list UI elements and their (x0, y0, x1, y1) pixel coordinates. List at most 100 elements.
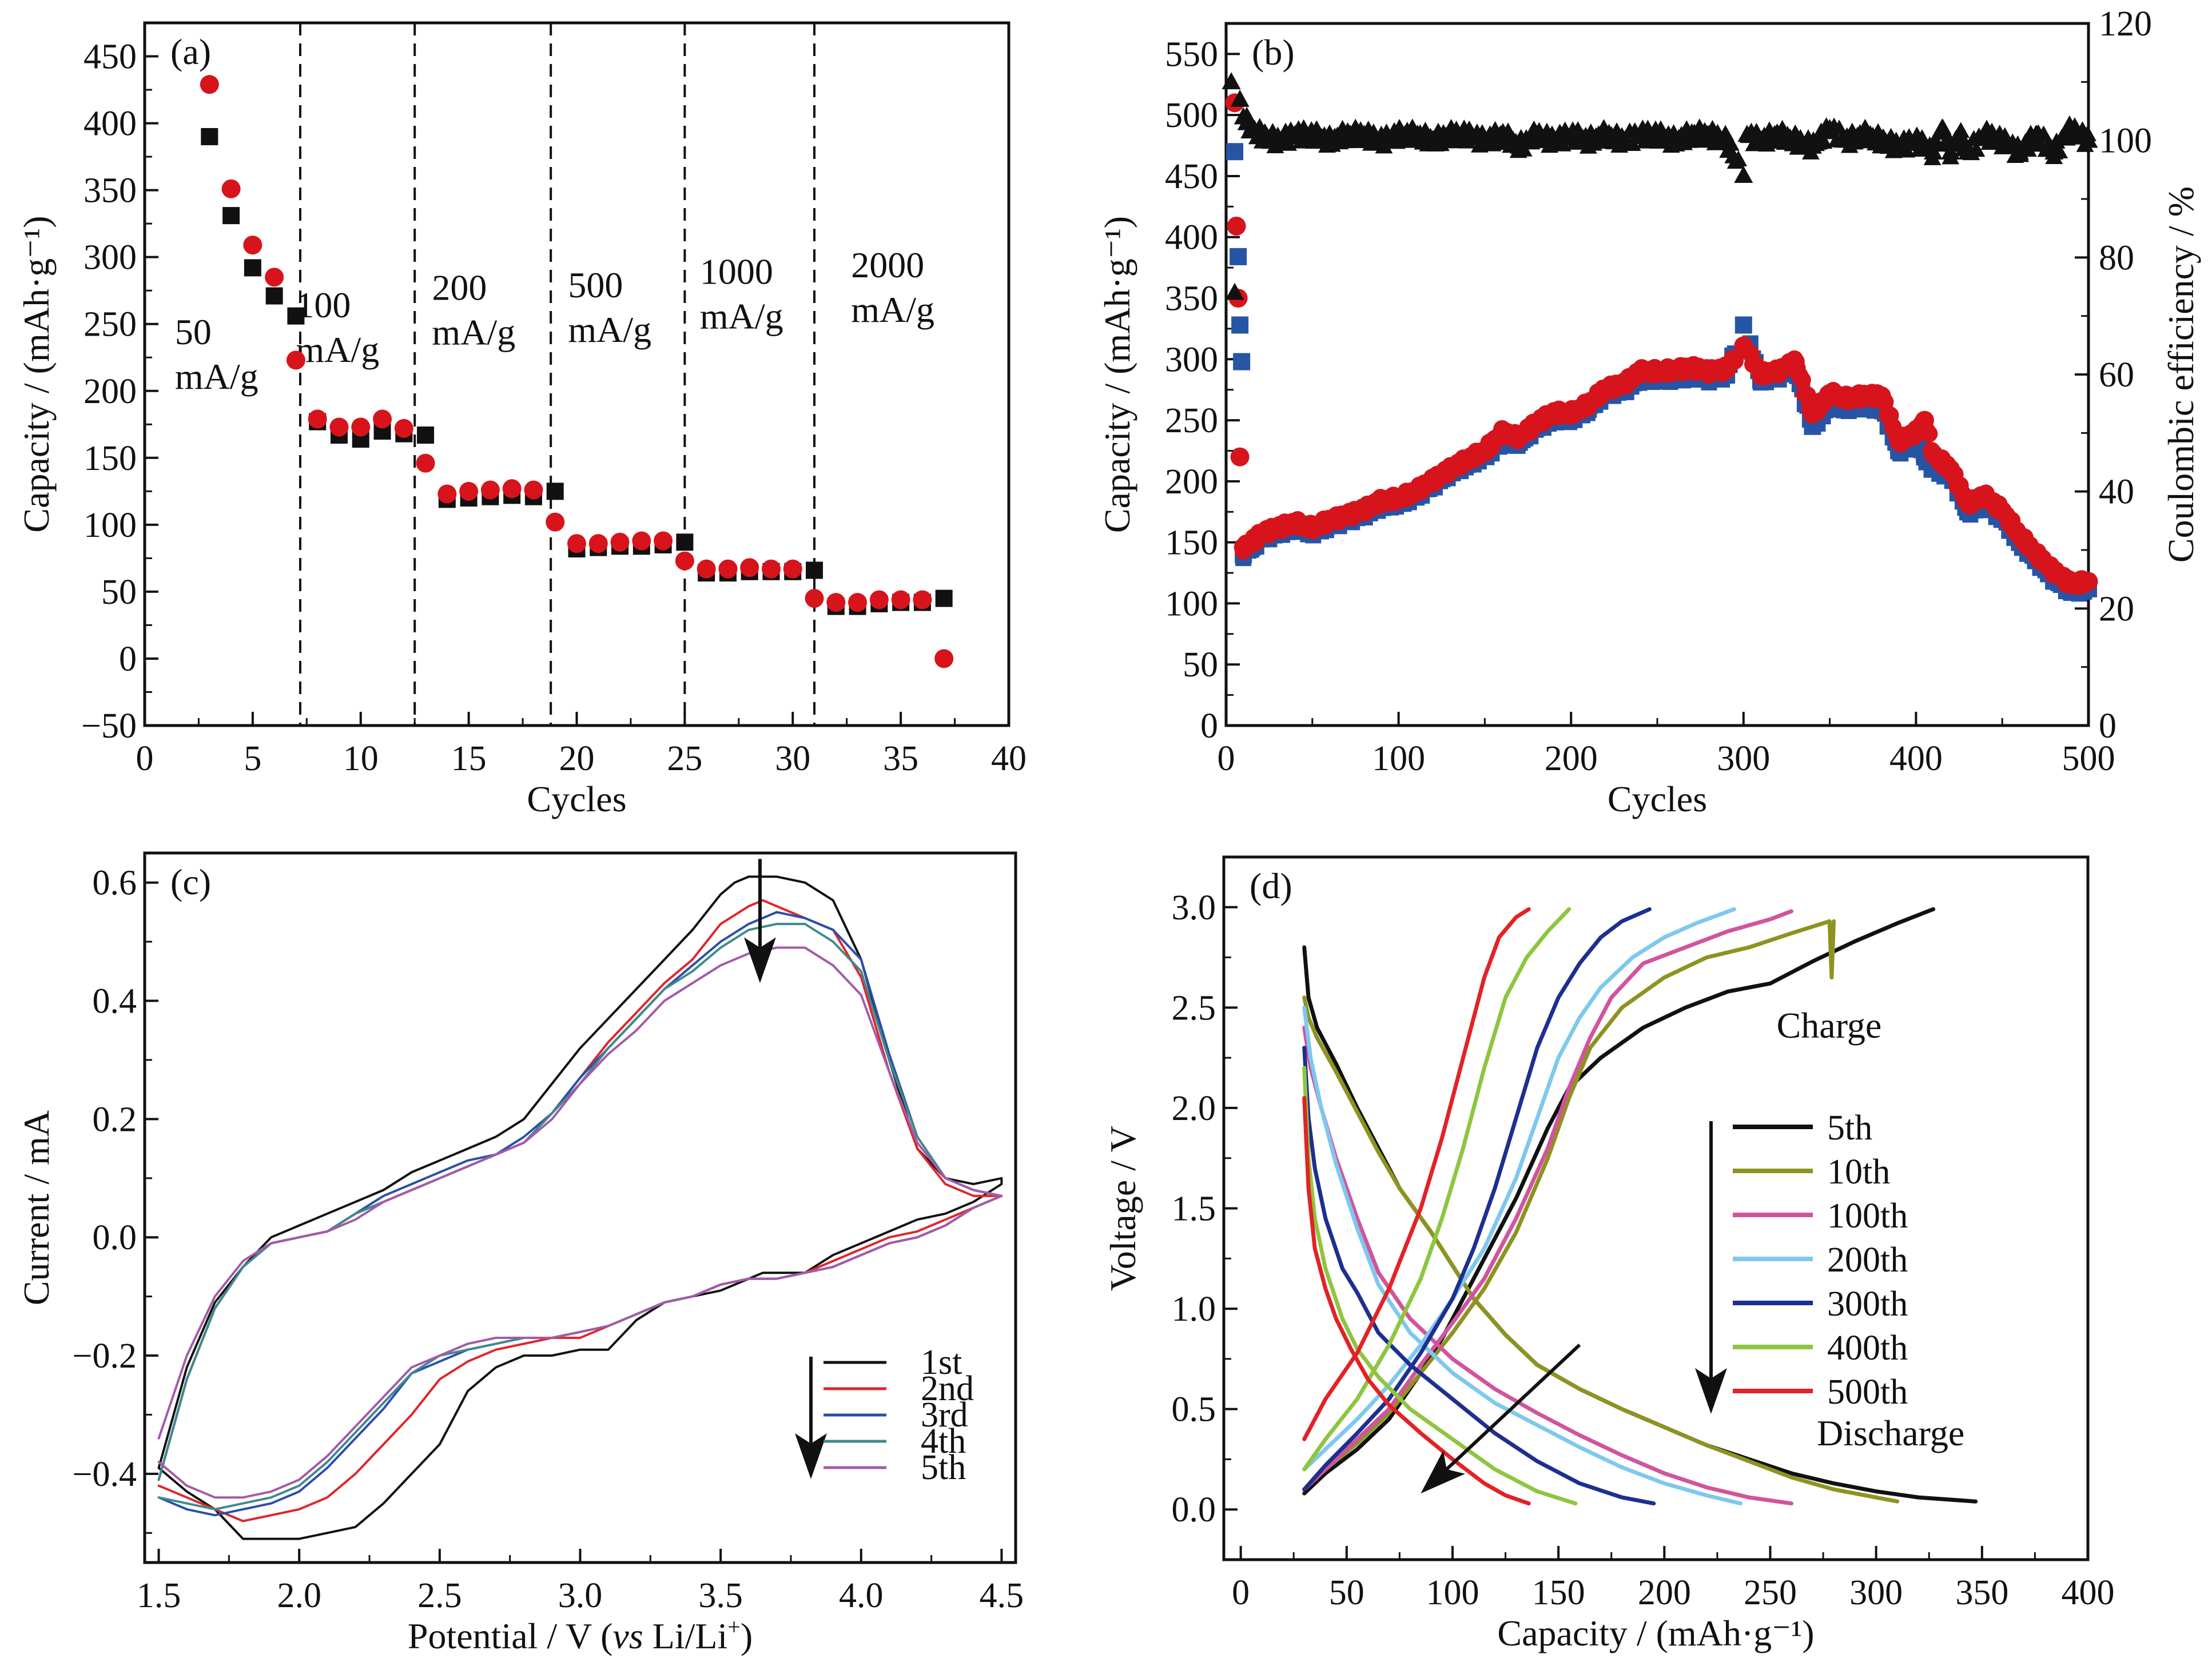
legend-label: 500th (1827, 1373, 1908, 1412)
discharge-capacity-point (459, 481, 479, 501)
discharge-capacity-point (502, 479, 522, 499)
coulombic-efficiency-point (1802, 143, 1820, 160)
discharge-capacity-point (308, 409, 327, 429)
x-tick-label: 100 (1426, 1573, 1479, 1612)
charge-capacity-point (935, 589, 953, 607)
legend-label: 5th (921, 1448, 966, 1487)
coulombic-efficiency-point (1996, 127, 2014, 144)
discharge-capacity-point (913, 590, 932, 609)
x-tick-label: 2.0 (277, 1576, 321, 1615)
charge-capacity-point (201, 127, 218, 145)
x-tick-label: 20 (559, 739, 595, 778)
panel-label: (d) (1250, 866, 1292, 906)
coulombic-efficiency-point (2076, 135, 2094, 152)
x-tick-label: 4.0 (839, 1576, 884, 1615)
rate-label: 100 (296, 285, 351, 325)
discharge-capacity-point (1793, 371, 1811, 389)
legend-arrow (795, 1357, 827, 1479)
legend-label: 300th (1827, 1285, 1908, 1324)
y2-tick-label: 60 (2099, 356, 2134, 394)
panel-label: (b) (1252, 32, 1295, 73)
y2-tick-label: 80 (2099, 238, 2134, 277)
charge-curve-400th (1302, 907, 1572, 1472)
charge-capacity-point (806, 561, 823, 579)
rate-label: 200 (432, 268, 487, 308)
x-axis-title: Potential / V (vs Li/Li+) (408, 1614, 753, 1656)
y-tick-label: 150 (1165, 524, 1218, 563)
charge-capacity-point (287, 307, 305, 325)
charge-capacity-point (1231, 316, 1249, 334)
cycle-decrease-arrow (1421, 1344, 1581, 1494)
discharge-capacity-point (1726, 352, 1744, 370)
discharge-curve-200th (1302, 1005, 1743, 1506)
coulombic-efficiency-point (2050, 142, 2068, 159)
x-tick-label: 1.5 (137, 1576, 181, 1615)
discharge-capacity-point (524, 480, 543, 500)
y-tick-label: 200 (1165, 463, 1218, 501)
panel-a-rate-capability: 0 5 10 15 20 25 30 35 40−50050100150200250300350… (16, 21, 1027, 819)
discharge-capacity-point (869, 590, 889, 609)
x-axis-title-suffix: Li/Li (643, 1616, 728, 1656)
rate-label: mA/g (700, 296, 783, 336)
y-tick-label: 450 (1165, 157, 1218, 196)
y2-tick-label: 120 (2099, 5, 2152, 43)
coulombic-efficiency-point (1222, 72, 1241, 90)
rate-label: 1000 (700, 251, 773, 292)
y-tick-label: 0.2 (93, 1100, 137, 1139)
charge-capacity-point (676, 533, 694, 551)
discharge-capacity-point (265, 268, 284, 287)
x-tick-label: 3.0 (558, 1576, 603, 1615)
charge-curve-500th (1302, 907, 1531, 1441)
x-tick-label: 4.5 (980, 1576, 1024, 1615)
arrow-shaft (1445, 1344, 1581, 1472)
y-tick-label: −0.2 (73, 1337, 137, 1376)
coulombic-efficiency-point (1967, 141, 1986, 157)
discharge-capacity-point (761, 559, 781, 579)
plot-frame (143, 21, 1010, 727)
y-tick-label: 0.6 (93, 864, 137, 903)
x-tick-label: 0 (136, 739, 154, 778)
y2-tick-label: 20 (2099, 589, 2134, 628)
panel-c-cyclic-voltammetry: 1.5 2.0 2.5 3.0 3.5 4.0 4.5 −0.4 −0.2 0.0 0.2 0.4 0.… (16, 851, 1024, 1656)
coulombic-efficiency-point (1230, 89, 1250, 107)
discharge-capacity-point (1876, 393, 1894, 411)
legend-label: 2nd (921, 1369, 974, 1408)
x-tick-label: 10 (343, 739, 379, 778)
y-axis-title: Voltage / V (1103, 1126, 1143, 1291)
legend-label: 3rd (921, 1396, 968, 1434)
y-tick-label: 1.5 (1172, 1190, 1216, 1229)
rate-label: mA/g (568, 309, 651, 350)
charge-capacity-point (417, 427, 435, 444)
rate-label: 50 (175, 312, 212, 352)
x-tick-label: 0 (1218, 739, 1235, 778)
x-tick-label: 400 (1889, 739, 1943, 778)
x-axis-title: Cycles (1608, 779, 1707, 819)
y-tick-label: 450 (83, 38, 137, 77)
arrow-head (1421, 1450, 1465, 1494)
panel-d-charge-discharge-profiles: 0 50 100 150 200 250 300 350 400 0.0 0.5 1.0 1.5 2.0 2… (1103, 855, 2115, 1653)
x-tick-label: 35 (883, 739, 918, 778)
y-tick-label: 250 (83, 305, 137, 344)
arrow-head (743, 937, 776, 983)
charge-capacity-point (222, 207, 240, 225)
discharge-capacity-point (891, 590, 910, 609)
discharge-capacity-point (2078, 572, 2096, 591)
y-tick-label: 0.4 (93, 982, 137, 1021)
y2-tick-label: 40 (2099, 473, 2134, 512)
x-tick-label: 350 (1955, 1573, 2008, 1612)
y-tick-label: 50 (101, 573, 137, 612)
discharge-capacity-point (654, 531, 673, 551)
x-axis-title-italic: vs (612, 1616, 643, 1656)
y-tick-label: 0.0 (93, 1218, 137, 1257)
rate-label: mA/g (175, 356, 258, 397)
x-tick-label: 250 (1744, 1573, 1797, 1612)
discharge-capacity-point (1227, 217, 1246, 236)
rate-label: mA/g (851, 289, 934, 330)
discharge-capacity-point (934, 649, 954, 668)
coulombic-efficiency-point (2079, 125, 2096, 141)
discharge-capacity-point (1920, 425, 1938, 443)
x-axis-title: Capacity / (mAh·g⁻¹) (1497, 1613, 1814, 1653)
rate-label: mA/g (432, 312, 515, 353)
coulombic-efficiency-point (1734, 165, 1753, 183)
discharge-capacity-point (697, 559, 716, 579)
